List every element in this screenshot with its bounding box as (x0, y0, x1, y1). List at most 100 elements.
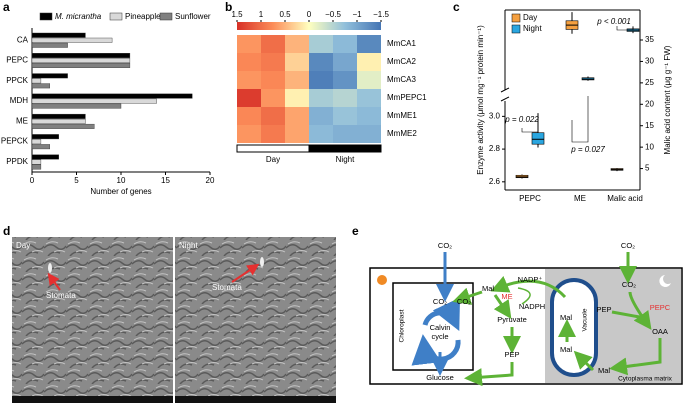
colorbar-label: −1 (352, 10, 362, 19)
x-tick-label: ME (574, 194, 586, 203)
heatmap-cell (285, 89, 309, 107)
bar (31, 123, 95, 129)
row-label: MmCA3 (387, 75, 416, 84)
heatmap-cell (357, 35, 381, 53)
info-bar (175, 396, 336, 403)
legend-label: Day (523, 13, 537, 22)
diagram-label: Pyruvate (497, 315, 527, 324)
colorbar-label: −1.5 (373, 10, 389, 19)
diagram-label: Glucose (426, 373, 454, 382)
heatmap-cell (357, 125, 381, 143)
arrow (47, 272, 61, 291)
row-label: MmCA1 (387, 39, 416, 48)
colorbar-label: −0.5 (325, 10, 341, 19)
bar (31, 98, 157, 104)
x-axis-title: Number of genes (90, 187, 151, 196)
bar (31, 37, 113, 43)
group-bar (236, 144, 310, 153)
group-label: Day (266, 155, 280, 164)
heatmap-cell (237, 35, 261, 53)
y-tick-label: ME (16, 116, 28, 125)
heatmap-cell (237, 53, 261, 71)
diagram-label: PEP (504, 350, 519, 359)
colorbar-label: 1.5 (231, 10, 243, 19)
legend-swatch (511, 13, 521, 23)
diagram-label: NADPH (519, 302, 545, 311)
diagram-label: Vacuole (582, 308, 589, 331)
y-tick-label: 2.6 (489, 177, 501, 186)
heatmap-cell (357, 53, 381, 71)
x-tick-label: 10 (117, 176, 126, 185)
heatmap-cell (309, 35, 333, 53)
legend-swatch (159, 12, 173, 21)
box (531, 132, 545, 145)
heatmap-cell (237, 125, 261, 143)
x-tick-label: Malic acid (607, 194, 643, 203)
bar (31, 134, 59, 140)
heatmap-cell (309, 107, 333, 125)
row-label: MmCA2 (387, 57, 416, 66)
bar (31, 32, 86, 38)
heatmap-cell (357, 107, 381, 125)
legend-label: Pineapple (125, 12, 161, 21)
heatmap-cell (285, 53, 309, 71)
colorbar-label: 0 (307, 10, 312, 19)
colorbar-label: 0.5 (279, 10, 291, 19)
calvin-arrow (422, 297, 460, 332)
bar (31, 164, 42, 170)
heatmap-cell (237, 89, 261, 107)
heatmap-cell (333, 71, 357, 89)
diagram-label: CO₂ (438, 241, 452, 250)
y-tick-label: 2.8 (489, 144, 501, 153)
heatmap-cell (309, 53, 333, 71)
arrow (609, 338, 662, 376)
y2-axis-title: Malic acid content (μg g⁻¹ FW) (663, 45, 672, 154)
arrow (231, 263, 260, 283)
heatmap-cell (261, 35, 285, 53)
arrow (628, 291, 652, 330)
group-bar (308, 144, 382, 153)
heatmap-cell (309, 125, 333, 143)
heatmap-cell (285, 71, 309, 89)
heatmap-cell (333, 89, 357, 107)
x-tick-label: 20 (206, 176, 215, 185)
bar (31, 93, 193, 99)
heatmap-cell (333, 125, 357, 143)
y2-tick-label: 30 (645, 57, 654, 66)
heatmap-cell (261, 107, 285, 125)
heatmap-cell (285, 35, 309, 53)
info-bar (12, 396, 173, 403)
y-tick-label: PEPCK (1, 137, 29, 146)
bar (31, 159, 42, 165)
moon-icon (659, 275, 671, 287)
y2-tick-label: 25 (645, 78, 654, 87)
diagram-label: OAA (652, 327, 668, 336)
bar (31, 78, 42, 84)
arrow (493, 294, 512, 319)
legend-label: M. micrantha (55, 12, 102, 21)
arrow (490, 275, 567, 299)
bar (31, 118, 86, 124)
diagram-label: PEPC (650, 303, 671, 312)
y-tick-label: PPDK (6, 157, 28, 166)
diagram-label: Cytoplasma matrix (618, 376, 673, 383)
annotation: Stomata (212, 283, 242, 292)
heatmap-cell (237, 107, 261, 125)
arrow (573, 350, 595, 372)
stoma (48, 263, 52, 273)
legend-label: Sunflower (175, 12, 211, 21)
diagram-label: CO₂ (433, 297, 447, 306)
y-tick-label: PEPC (6, 56, 28, 65)
heatmap-cell (309, 89, 333, 107)
heatmap-cell (261, 125, 285, 143)
bar (31, 58, 131, 63)
diagram-label: Mal (560, 313, 572, 322)
annotation: p < 0.001 (596, 17, 631, 26)
diagram-label: Mal (560, 345, 572, 354)
annotation: Stomata (46, 291, 76, 300)
colorbar-label: 1 (259, 10, 264, 19)
heatmap-cell (309, 71, 333, 89)
heatmap-cell (357, 89, 381, 107)
row-label: MmPEPC1 (387, 93, 427, 102)
bar (31, 144, 50, 150)
